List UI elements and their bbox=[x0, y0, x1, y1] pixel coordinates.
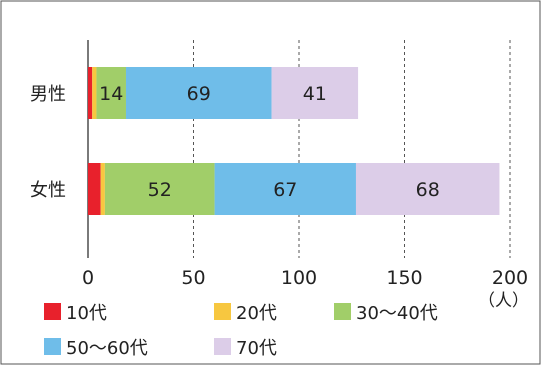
x-unit-label: （人） bbox=[478, 291, 529, 311]
bar-segment bbox=[104, 163, 215, 215]
x-tick-label: 0 bbox=[82, 267, 94, 289]
bar-segment bbox=[96, 67, 126, 119]
legend-swatch bbox=[44, 303, 61, 320]
category-label: 男性 bbox=[30, 84, 66, 105]
bar-segment bbox=[88, 163, 101, 215]
legend-label: 10代 bbox=[66, 303, 107, 324]
bar-segment bbox=[271, 67, 359, 119]
x-tick-label: 50 bbox=[181, 267, 205, 289]
legend-swatch bbox=[214, 338, 231, 355]
bars: 14 69 41 52 67 68 bbox=[88, 67, 500, 215]
bar-segment bbox=[100, 163, 105, 215]
category-label: 女性 bbox=[30, 180, 66, 201]
legend-swatch bbox=[334, 303, 351, 320]
data-label: 52 bbox=[148, 179, 172, 201]
x-tick-label: 150 bbox=[386, 267, 422, 289]
x-tick-label: 200 bbox=[492, 267, 528, 289]
bar-segment bbox=[88, 67, 93, 119]
data-label: 69 bbox=[187, 83, 211, 105]
data-label: 41 bbox=[303, 83, 327, 105]
bar-segment bbox=[355, 163, 500, 215]
data-label: 67 bbox=[273, 179, 297, 201]
legend: 10代 20代 30～40代 50～60代 70代 bbox=[44, 303, 438, 359]
bar-segment bbox=[125, 67, 272, 119]
legend-label: 20代 bbox=[236, 303, 277, 324]
legend-label: 50～60代 bbox=[66, 338, 148, 359]
data-label: 68 bbox=[416, 179, 440, 201]
bar-segment bbox=[214, 163, 356, 215]
bar-segment bbox=[92, 67, 97, 119]
x-tick-label: 100 bbox=[281, 267, 317, 289]
legend-swatch bbox=[44, 338, 61, 355]
legend-swatch bbox=[214, 303, 231, 320]
x-tick-labels: 0 50 100 150 200 bbox=[82, 267, 528, 289]
legend-label: 30～40代 bbox=[356, 303, 438, 324]
data-label: 14 bbox=[99, 83, 123, 105]
legend-label: 70代 bbox=[236, 338, 277, 359]
